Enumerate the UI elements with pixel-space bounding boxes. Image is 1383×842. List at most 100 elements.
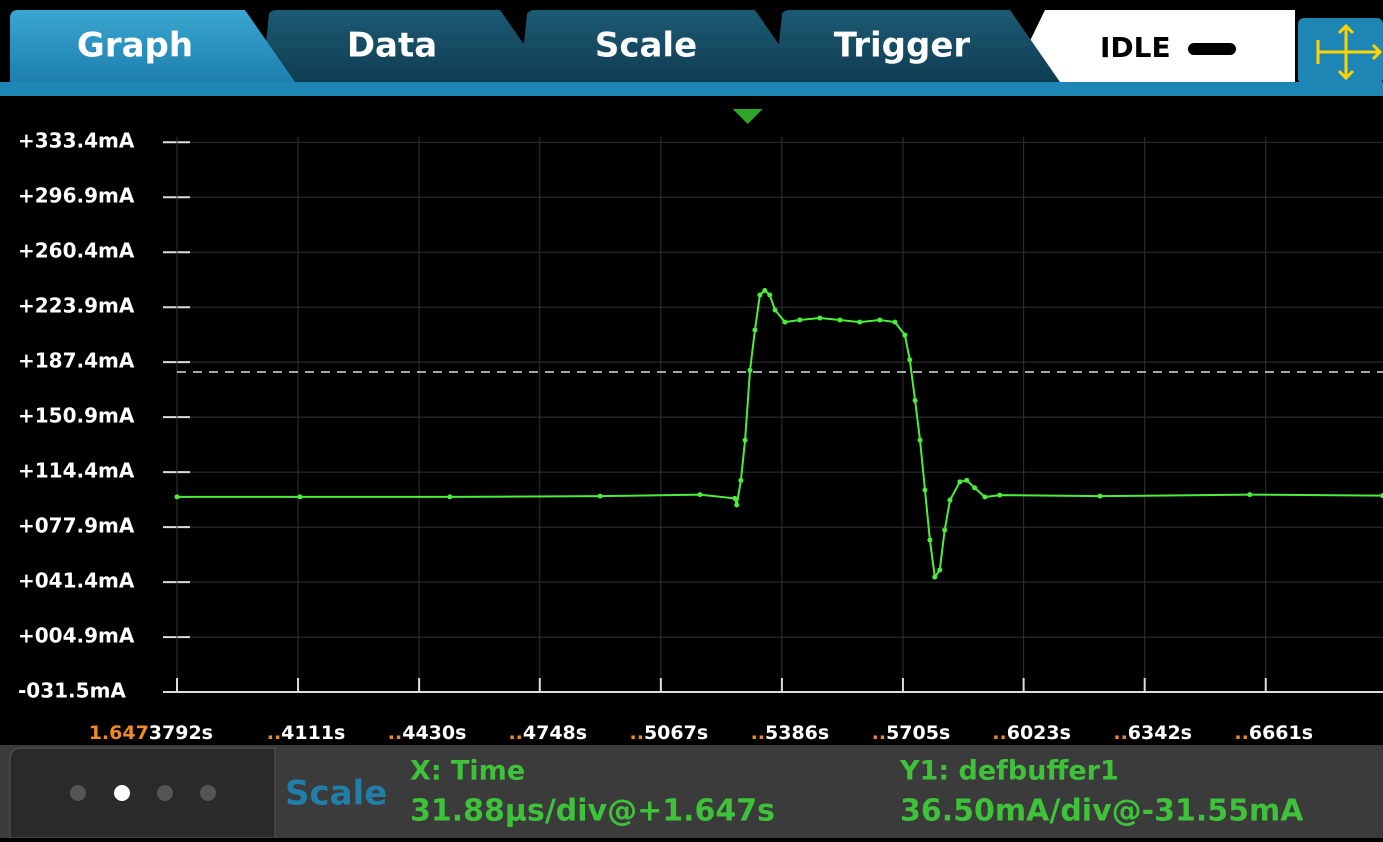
- x-tick-label: ..4111s: [267, 722, 346, 744]
- x-tick-lead: 1.647: [89, 722, 149, 744]
- tab-strip: [0, 82, 1383, 96]
- x-tick-lead: ..: [992, 722, 1006, 744]
- sample-dot: [917, 437, 923, 443]
- x-tick-lead: ..: [388, 722, 402, 744]
- sample-dot: [837, 317, 843, 323]
- panel-title: Scale: [285, 774, 387, 814]
- tab-label: Scale: [595, 26, 697, 66]
- sample-dot: [772, 307, 778, 313]
- sample-dot: [857, 319, 863, 325]
- sample-dot: [762, 287, 768, 293]
- x-tick-label: ..4430s: [388, 722, 467, 744]
- sample-dot: [912, 397, 918, 403]
- sample-dot: [752, 327, 758, 333]
- x-tick-text: 6023s: [1007, 722, 1071, 744]
- page-indicator[interactable]: [9, 747, 276, 839]
- sample-dot: [782, 319, 788, 325]
- tab-label: Data: [347, 26, 437, 66]
- sample-dot: [927, 537, 933, 543]
- page-dot: [157, 785, 173, 801]
- x-tick-lead: ..: [872, 722, 886, 744]
- tab-graph[interactable]: [10, 10, 295, 82]
- x-tick-lead: ..: [751, 722, 765, 744]
- x-tick-lead: ..: [630, 722, 644, 744]
- sample-dot: [877, 317, 883, 323]
- y-tick-label: -031.5mA: [18, 679, 126, 703]
- sample-dot: [907, 357, 913, 363]
- sample-dot: [922, 487, 928, 493]
- sample-dot: [742, 437, 748, 443]
- page-dot: [70, 785, 86, 801]
- page-dot: [200, 785, 216, 801]
- y-tick-label: +187.4mA: [18, 349, 135, 373]
- sample-dot: [734, 502, 740, 508]
- sample-dot: [1380, 493, 1383, 499]
- tab-scale[interactable]: [520, 10, 805, 82]
- x-tick-text: 3792s: [149, 722, 213, 744]
- sample-dot: [297, 494, 303, 500]
- x-title: X: Time: [410, 756, 525, 787]
- x-tick-label: ..5705s: [872, 722, 951, 744]
- sample-dot: [747, 367, 753, 373]
- sample-dot: [1247, 492, 1253, 498]
- x-tick-label: ..6661s: [1234, 722, 1313, 744]
- sample-dot: [892, 319, 898, 325]
- status-area: [1010, 10, 1295, 82]
- y-tick-label: +150.9mA: [18, 404, 135, 428]
- status-text: IDLE: [1100, 31, 1171, 64]
- sample-dot: [902, 332, 908, 338]
- sample-dot: [1097, 493, 1103, 499]
- sample-dot: [174, 494, 180, 500]
- page-dot: [114, 785, 130, 801]
- sample-dot: [738, 477, 744, 483]
- x-tick-lead: ..: [1113, 722, 1127, 744]
- tab-data[interactable]: [262, 10, 550, 82]
- y-scale: 36.50mA/div@-31.55mA: [900, 794, 1304, 829]
- x-tick-lead: ..: [267, 722, 281, 744]
- x-tick-text: 4111s: [281, 722, 345, 744]
- tab-label: Trigger: [834, 26, 971, 66]
- sample-dot: [797, 317, 803, 323]
- x-tick-label: ..6023s: [992, 722, 1071, 744]
- y-tick-label: +041.4mA: [18, 569, 135, 593]
- sample-dot: [942, 527, 948, 533]
- y-tick-label: +223.9mA: [18, 294, 135, 318]
- x-tick-text: 5705s: [886, 722, 950, 744]
- y-tick-label: +077.9mA: [18, 514, 135, 538]
- y-tick-label: +260.4mA: [18, 239, 135, 263]
- sample-dot: [447, 494, 453, 500]
- sample-dot: [757, 292, 763, 298]
- y-tick-label: +296.9mA: [18, 184, 135, 208]
- x-tick-lead: ..: [1234, 722, 1248, 744]
- sample-dot: [982, 494, 988, 500]
- x-tick-label: ..5067s: [630, 722, 709, 744]
- x-tick-label: ..6342s: [1113, 722, 1192, 744]
- sample-dot: [937, 567, 943, 573]
- sample-dot: [964, 477, 970, 483]
- x-tick-text: 4748s: [523, 722, 587, 744]
- move-icon: [1316, 23, 1383, 81]
- sample-dot: [957, 479, 963, 485]
- sample-dot: [767, 292, 773, 298]
- y-tick-label: +004.9mA: [18, 624, 135, 648]
- x-tick-text: 5067s: [644, 722, 708, 744]
- x-tick-text: 6342s: [1128, 722, 1192, 744]
- sample-dot: [817, 315, 823, 321]
- x-tick-label: 1.6473792s: [89, 722, 213, 744]
- x-tick-text: 4430s: [402, 722, 466, 744]
- sample-dot: [732, 495, 738, 501]
- trace: [177, 289, 1383, 580]
- status-icon: [1188, 43, 1236, 55]
- x-tick-label: ..5386s: [751, 722, 830, 744]
- trigger-marker: [732, 109, 763, 124]
- x-scale: 31.88µs/div@+1.647s: [410, 794, 775, 829]
- y-tick-label: +114.4mA: [18, 459, 135, 483]
- sample-dot: [972, 485, 978, 491]
- x-tick-text: 5386s: [765, 722, 829, 744]
- y-title: Y1: defbuffer1: [899, 756, 1119, 787]
- tab-trigger[interactable]: [775, 10, 1060, 82]
- sample-dot: [597, 493, 603, 499]
- x-tick-text: 6661s: [1249, 722, 1313, 744]
- x-tick-lead: ..: [508, 722, 522, 744]
